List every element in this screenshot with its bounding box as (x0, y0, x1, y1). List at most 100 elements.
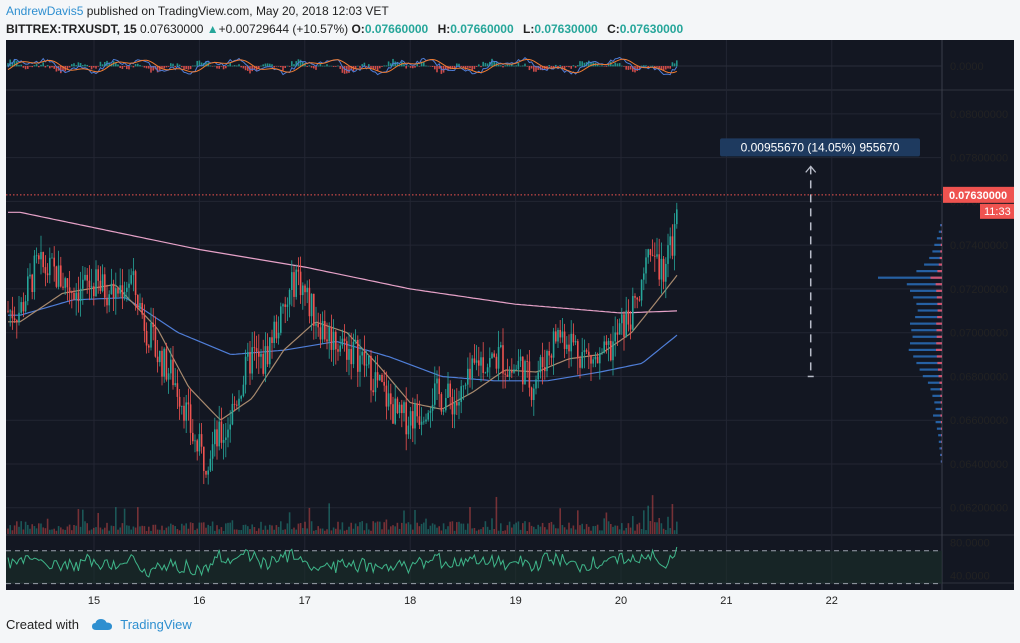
candle-body (291, 272, 293, 290)
volume-bar (398, 528, 401, 534)
volume-bar (594, 525, 597, 534)
volume-bar (286, 523, 289, 534)
volume-bar (460, 523, 462, 534)
volume-bar (656, 522, 658, 534)
macd-histogram-bar (251, 66, 253, 72)
measure-tool[interactable]: 0.00955670 (14.05%) 955670 (720, 138, 920, 378)
volume-bar (198, 522, 201, 534)
volume-bar (189, 522, 192, 534)
volume-bar (363, 530, 366, 534)
profile-bar-down (938, 263, 942, 266)
candle-body (497, 346, 500, 369)
volume-bar (442, 523, 445, 534)
volume-bar (326, 529, 328, 534)
volume-bar (418, 526, 421, 534)
macd-histogram-bar (577, 65, 579, 67)
volume-bar (563, 527, 566, 534)
macd-histogram-bar (627, 66, 630, 70)
volume-bar (385, 519, 388, 534)
candle-body (178, 396, 181, 407)
candle-body (216, 429, 218, 447)
candle-body (27, 276, 29, 302)
tradingview-link[interactable]: TradingView (120, 617, 192, 632)
last-price-label: 0.07630000 (949, 190, 1007, 202)
volume-bar (242, 524, 245, 534)
candle-body (517, 360, 520, 370)
candle-body (233, 403, 236, 405)
macd-histogram-bar (511, 64, 513, 67)
volume-bar (9, 525, 11, 534)
macd-histogram-bar (29, 66, 31, 67)
profile-bar (910, 289, 942, 292)
profile-bar-down (937, 302, 942, 306)
volume-bar (645, 530, 647, 534)
macd-histogram-bar (266, 63, 269, 67)
candle-body (189, 404, 192, 433)
candle-body (361, 351, 363, 356)
volume-bar (174, 526, 176, 534)
candle-body (330, 327, 333, 350)
candle-body (469, 368, 471, 379)
volume-bar (579, 525, 581, 534)
macd-histogram-bar (447, 66, 449, 71)
candle-body (174, 383, 176, 386)
volume-bar (392, 525, 394, 534)
volume-bar (86, 523, 88, 534)
volume-bar (500, 523, 502, 534)
volume-bar (555, 528, 557, 534)
candle-body (495, 356, 498, 369)
macd-histogram-bar (326, 64, 328, 67)
volume-bar (335, 528, 337, 534)
volume-bar (359, 522, 361, 534)
volume-bar (258, 528, 260, 534)
candle-body (288, 289, 291, 305)
candle-body (359, 355, 361, 372)
volume-bar (376, 521, 379, 534)
volume-bar (643, 510, 645, 534)
candle-body (651, 254, 654, 256)
candle-body (18, 312, 20, 323)
volume-bar (238, 529, 240, 534)
volume-bar (612, 526, 614, 534)
macd-histogram-bar (605, 66, 608, 67)
volume-bar (288, 512, 291, 534)
high-label: H: (437, 22, 451, 36)
macd-histogram-bar (390, 63, 392, 67)
volume-bar (132, 526, 135, 534)
candle-body (262, 353, 264, 374)
volume-bar (484, 521, 487, 534)
volume-bar (431, 523, 434, 534)
volume-bar (621, 523, 623, 534)
macd-histogram-bar (625, 66, 627, 70)
macd-histogram-bar (636, 66, 638, 71)
volume-bar (647, 505, 649, 534)
volume-bar (95, 527, 97, 534)
macd-histogram-bar (491, 58, 493, 67)
macd-histogram-bar (295, 61, 297, 67)
footer: Created with TradingView (6, 617, 192, 632)
profile-bar-down (936, 296, 942, 299)
macd-histogram-bar (121, 66, 124, 69)
candle-body (97, 269, 99, 281)
time-tick-label: 22 (826, 595, 838, 607)
candle-body (416, 403, 418, 417)
volume-bar (383, 522, 385, 534)
macd-histogram-bar (374, 66, 377, 69)
candle-body (154, 327, 157, 357)
macd-histogram-bar (40, 64, 42, 67)
macd-histogram-bar (209, 65, 212, 67)
candle-body (537, 372, 539, 380)
macd-histogram-bar (548, 65, 550, 67)
rsi-tick-label: 40.0000 (950, 570, 990, 582)
profile-bar-down (936, 342, 942, 345)
macd-histogram-bar (383, 65, 385, 67)
macd-histogram-bar (71, 64, 73, 67)
profile-bar (929, 256, 942, 260)
price-chart[interactable]: 0.0000 0.00955670 (14.05%) 955670 80.000… (0, 40, 1020, 608)
macd-histogram-bar (486, 63, 489, 67)
candle-body (451, 396, 454, 415)
macd-histogram-bar (185, 66, 187, 70)
volume-bar (515, 522, 517, 534)
candle-body (491, 353, 493, 359)
author-link[interactable]: AndrewDavis5 (6, 4, 84, 18)
